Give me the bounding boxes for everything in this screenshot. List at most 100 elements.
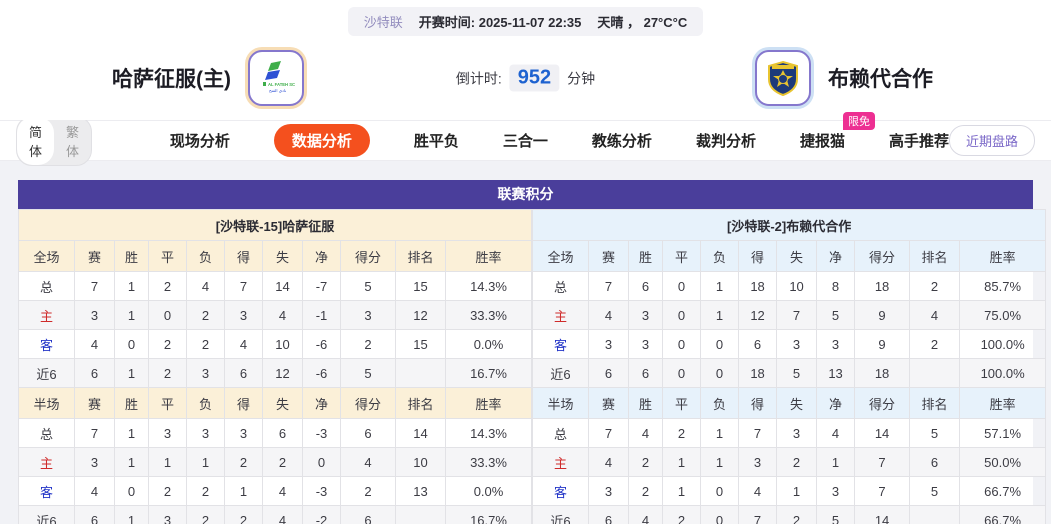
column-header: 得分	[340, 240, 396, 272]
stat-cell: 33.3%	[444, 300, 533, 330]
stat-cell: 1	[224, 476, 263, 506]
stat-cell: 2	[224, 447, 263, 477]
stat-cell: 14	[262, 271, 303, 301]
stat-cell: 0.0%	[444, 329, 533, 359]
stat-cell: 12	[395, 300, 446, 330]
stat-cell: 6	[588, 358, 630, 388]
stat-cell: 14.3%	[444, 271, 533, 301]
stat-cell: 50.0%	[959, 447, 1047, 477]
stat-cell: 0	[662, 271, 702, 301]
stat-cell: 6	[340, 505, 396, 524]
tab-coach-analysis[interactable]: 教练分析	[591, 133, 652, 150]
stat-cell: 5	[909, 418, 961, 448]
column-header: 负	[700, 387, 740, 419]
svg-text:نادي الفتح: نادي الفتح	[269, 88, 286, 93]
recent-trend-button[interactable]: 近期盘路	[948, 125, 1035, 156]
tab-jiebao-cat[interactable]: 捷报猫 限免	[800, 112, 875, 156]
stat-cell: 6	[74, 505, 115, 524]
stat-cell: 13	[816, 358, 856, 388]
stat-cell: 0	[700, 476, 740, 506]
limited-free-badge: 限免	[842, 112, 875, 130]
stat-cell: -3	[302, 476, 341, 506]
stat-cell: 7	[854, 447, 911, 477]
stat-cell: 2	[628, 447, 664, 477]
stat-cell: -6	[302, 329, 341, 359]
stat-cell: 2	[186, 329, 225, 359]
stat-cell: 6	[340, 418, 396, 448]
stat-cell: 9	[854, 329, 911, 359]
row-label: 总	[18, 271, 75, 301]
column-header: 排名	[395, 240, 446, 272]
column-header: 排名	[909, 387, 961, 419]
stat-cell: 7	[854, 476, 911, 506]
lang-simplified[interactable]: 简体	[17, 116, 55, 165]
countdown-value: 952	[509, 64, 560, 92]
language-toggle[interactable]: 简体 繁体	[16, 115, 92, 166]
nav-bar: 简体 繁体 现场分析 数据分析 胜平负 三合一 教练分析 裁判分析 捷报猫 限免 高手推荐 近期…	[0, 112, 1051, 166]
team-subheader-row: [沙特联-15]哈萨征服	[17, 209, 533, 241]
table-row: 主 4 2 1 1 3 2 1 7 6 50.0%	[532, 447, 1047, 477]
column-header: 胜	[628, 240, 664, 272]
stat-cell: 5	[776, 358, 818, 388]
stat-cell: 14	[395, 418, 446, 448]
stat-cell: 6	[588, 505, 630, 524]
stat-cell: 7	[74, 271, 115, 301]
stat-cell: 1	[700, 271, 740, 301]
stat-cell: 4	[74, 476, 115, 506]
stat-cell: 7	[738, 505, 778, 524]
column-header: 失	[262, 240, 303, 272]
column-header: 赛	[588, 387, 630, 419]
stat-cell: 2	[148, 329, 187, 359]
stat-cell: 1	[114, 418, 149, 448]
stat-cell: 33.3%	[444, 447, 533, 477]
column-header: 胜	[628, 387, 664, 419]
lang-traditional[interactable]: 繁体	[66, 124, 80, 159]
team-subheader: [沙特联-15]哈萨征服	[17, 209, 533, 241]
nav-tabs: 现场分析 数据分析 胜平负 三合一 教练分析 裁判分析 捷报猫 限免 高手推荐	[169, 112, 949, 157]
row-label: 近6	[532, 505, 590, 524]
countdown: 倒计时: 952 分钟	[456, 64, 595, 92]
tab-win-draw-loss[interactable]: 胜平负	[413, 133, 459, 150]
stat-cell: 4	[588, 447, 630, 477]
match-info-pill: 沙特联 开赛时间: 2025-11-07 22:35 天晴 ， 27°C°C	[347, 7, 704, 36]
tab-referee-analysis[interactable]: 裁判分析	[695, 133, 756, 150]
stat-cell: 3	[224, 418, 263, 448]
stat-cell: 4	[262, 300, 303, 330]
table-row: 客 3 2 1 0 4 1 3 7 5 66.7%	[532, 476, 1047, 506]
row-label: 主	[18, 300, 75, 330]
stat-cell: 7	[224, 271, 263, 301]
stat-cell: -6	[302, 358, 341, 388]
row-label: 客	[18, 329, 75, 359]
table-row: 近6 6 6 0 0 18 5 13 18 100.0%	[532, 358, 1047, 388]
stat-cell: 7	[738, 418, 778, 448]
stat-cell: 18	[854, 358, 911, 388]
row-label: 近6	[532, 358, 590, 388]
away-team-logo	[752, 47, 814, 109]
row-label: 总	[532, 418, 590, 448]
tab-scene-analysis[interactable]: 现场分析	[169, 133, 230, 150]
away-standings-table: [沙特联-2]布赖代合作 全场赛胜平负得失净得分 排名 胜率总 7 6 0 1 18 10 8 18 2…	[532, 209, 1047, 524]
tab-three-in-one[interactable]: 三合一	[502, 133, 548, 150]
stat-cell: 12	[738, 300, 778, 330]
column-header: 胜率	[959, 387, 1047, 419]
stat-cell: 1	[114, 505, 149, 524]
stat-cell: 10	[262, 329, 303, 359]
league-points-title: 联赛积分	[18, 180, 1033, 209]
column-header: 得分	[340, 387, 396, 419]
stat-cell: 0	[302, 447, 341, 477]
stat-cell: 2	[340, 329, 396, 359]
table-row: 总 7 4 2 1 7 3 4 14 5 57.1%	[532, 418, 1047, 448]
tab-data-analysis[interactable]: 数据分析	[273, 124, 370, 157]
stat-cell: 10	[395, 447, 446, 477]
stat-cell: -1	[302, 300, 341, 330]
home-standings-table: [沙特联-15]哈萨征服 全场赛胜平负得失净得分 排名 胜率总 7 1 2 4 7 14 -7 5 15…	[17, 209, 533, 524]
stat-cell: 1	[114, 300, 149, 330]
table-row: 近6 6 1 2 3 6 12 -6 5 16.7%	[18, 358, 533, 388]
column-header: 负	[700, 240, 740, 272]
stat-cell: 3	[816, 329, 856, 359]
column-header: 净	[302, 240, 341, 272]
stat-cell: 2	[776, 447, 818, 477]
tab-expert-recommend[interactable]: 高手推荐	[888, 133, 949, 150]
stat-cell: 3	[186, 358, 225, 388]
stat-cell: 2	[186, 476, 225, 506]
